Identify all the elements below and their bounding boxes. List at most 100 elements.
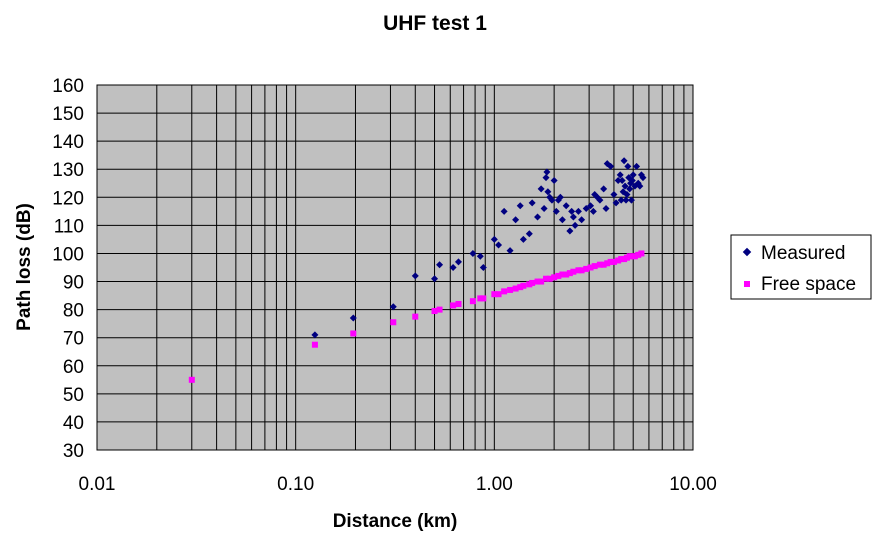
data-point-measured [566, 227, 574, 235]
legend-label-free-space: Free space [761, 274, 856, 295]
data-point-measured [500, 207, 508, 215]
data-point-measured [618, 176, 626, 184]
y-tick-label: 130 [52, 160, 84, 181]
data-point-measured [620, 157, 628, 165]
x-tick-label: 10.00 [669, 474, 717, 495]
data-point-free-space [455, 301, 462, 307]
y-tick-label: 70 [63, 329, 84, 350]
data-point-measured [568, 207, 576, 215]
data-point-measured [476, 252, 484, 260]
chart-title: UHF test 1 [383, 12, 487, 35]
data-point-measured [534, 213, 542, 221]
data-point-measured [636, 182, 644, 190]
legend-item-free-space: Free space [744, 274, 856, 295]
data-point-measured [629, 171, 637, 179]
y-axis-title: Path loss (dB) [14, 203, 35, 331]
data-point-measured [516, 202, 524, 210]
data-point-free-space [311, 341, 318, 348]
data-point-measured [607, 162, 615, 170]
data-point-measured [574, 207, 582, 215]
data-point-free-space [350, 330, 357, 337]
data-point-measured [544, 188, 552, 196]
data-point-free-space [551, 274, 558, 281]
data-point-measured [528, 199, 536, 207]
data-point-measured [556, 193, 564, 201]
data-point-free-space [591, 263, 598, 270]
data-point-free-space [563, 271, 570, 278]
y-tick-labels: 30 40 50 60 70 80 90 100 110 120 130 140 150 160 [52, 76, 84, 462]
data-point-free-space [575, 267, 582, 274]
data-point-measured [550, 176, 558, 184]
data-point-measured [454, 258, 462, 266]
y-tick-label: 30 [63, 441, 84, 462]
data-point-free-space [631, 253, 638, 260]
data-point-measured [589, 207, 597, 215]
data-point-measured [596, 196, 604, 204]
data-point-free-space [600, 261, 607, 268]
data-point-free-space [615, 257, 622, 264]
data-point-free-space [635, 251, 642, 258]
series-measured [311, 157, 647, 339]
data-point-measured [628, 176, 636, 184]
data-point-measured [569, 213, 577, 221]
x-axis-title: Distance (km) [333, 511, 458, 532]
x-tick-label: 0.01 [79, 474, 116, 495]
data-point-free-space [495, 291, 502, 298]
data-point-measured [469, 249, 477, 257]
data-point-measured [411, 272, 419, 280]
data-point-measured [490, 235, 498, 243]
data-point-measured [633, 162, 641, 170]
data-point-measured [623, 191, 631, 198]
data-point-measured [578, 216, 586, 224]
data-point-free-space [529, 279, 536, 286]
data-point-measured [587, 202, 595, 210]
y-tick-label: 120 [52, 188, 84, 209]
data-point-free-space [501, 288, 508, 295]
data-point-free-space [638, 250, 645, 257]
data-point-free-space [450, 302, 457, 309]
y-tick-label: 90 [63, 273, 84, 294]
legend-label-measured: Measured [761, 243, 846, 264]
data-point-free-space [578, 267, 585, 274]
data-point-free-space [543, 275, 550, 282]
data-point-free-space [512, 285, 519, 292]
data-point-measured [610, 191, 618, 198]
data-point-free-space [436, 306, 443, 313]
y-tick-label: 140 [52, 132, 84, 153]
data-point-measured [617, 196, 625, 204]
data-point-free-space [559, 271, 566, 278]
data-point-measured [537, 185, 545, 193]
data-point-free-space [412, 313, 419, 320]
data-point-measured [349, 314, 357, 322]
data-point-free-space [538, 278, 545, 285]
data-point-free-space [534, 278, 541, 285]
data-point-free-space [555, 272, 562, 279]
data-point-measured [543, 168, 551, 176]
data-point-measured [614, 176, 622, 184]
data-series [188, 157, 647, 383]
data-point-free-space [469, 298, 476, 305]
data-point-free-space [517, 284, 524, 291]
data-point-free-space [587, 264, 594, 271]
x-tick-label: 0.10 [277, 474, 314, 495]
series-free-space [188, 250, 645, 383]
data-point-measured [558, 216, 566, 224]
data-point-free-space [566, 270, 573, 277]
x-tick-label: 1.00 [476, 474, 513, 495]
data-point-free-space [607, 258, 614, 265]
y-tick-label: 60 [63, 357, 84, 378]
y-tick-label: 80 [63, 301, 84, 322]
data-point-free-space [491, 291, 498, 298]
data-point-free-space [596, 261, 603, 268]
data-point-measured [540, 205, 548, 213]
y-tick-label: 40 [63, 413, 84, 434]
data-point-free-space [583, 265, 590, 272]
data-point-measured [600, 185, 608, 193]
data-point-free-space [520, 282, 527, 289]
data-point-measured [519, 235, 527, 243]
data-point-measured [622, 196, 630, 204]
data-point-free-space [507, 286, 514, 293]
data-point-measured [548, 196, 556, 204]
data-point-measured [389, 303, 397, 311]
